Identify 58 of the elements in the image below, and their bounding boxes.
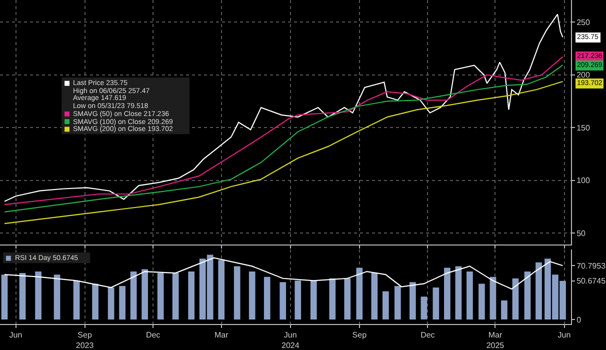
x-tick-label: Sep 2023 <box>76 330 94 350</box>
bar <box>234 266 240 320</box>
bar <box>119 286 126 320</box>
y-tick-label: 50 <box>576 228 586 238</box>
y-tick-label: 100 <box>576 176 590 186</box>
bar <box>157 273 164 320</box>
line-series <box>4 257 564 290</box>
bar <box>35 272 42 320</box>
bar <box>294 280 302 320</box>
y-tick-label: 0 <box>576 315 582 324</box>
bar <box>172 273 179 320</box>
y-tick-label: 150 <box>576 123 590 132</box>
y-tick-label: 70.7953 <box>576 261 606 270</box>
bar <box>478 284 485 320</box>
bar <box>382 291 389 320</box>
x-tick-label: Jun <box>9 330 22 340</box>
bar <box>356 268 363 320</box>
bar <box>512 278 519 320</box>
bar <box>329 278 336 320</box>
bar <box>130 272 137 320</box>
bar <box>466 272 473 320</box>
bar <box>536 262 542 320</box>
x-tick-label: Mar 2025 <box>486 330 505 350</box>
bar <box>188 272 194 320</box>
bar <box>54 274 60 320</box>
bar <box>1 274 8 320</box>
x-tick-label: Sep <box>352 330 368 340</box>
x-tick-label: Jun 2024 <box>281 330 300 350</box>
bar <box>501 300 508 320</box>
bar <box>410 282 416 320</box>
bar <box>73 280 80 320</box>
bar <box>344 278 351 320</box>
bar <box>218 260 225 320</box>
y-tick-label: 250 <box>576 18 590 27</box>
bar <box>92 284 98 320</box>
bar <box>490 276 496 320</box>
x-tick-label: Jun <box>558 330 571 340</box>
x-tick-label: Dec <box>146 330 160 340</box>
bar <box>524 272 531 320</box>
bar <box>19 273 26 320</box>
bar <box>394 286 401 320</box>
line-series <box>4 80 564 224</box>
bar <box>142 269 148 320</box>
bar <box>371 273 378 320</box>
y-tick-label: 50.6745 <box>576 276 606 286</box>
x-tick-label: Mar <box>214 330 229 340</box>
y-tick-label: 200 <box>576 70 590 80</box>
bar <box>248 272 256 320</box>
bar <box>108 288 114 320</box>
bar <box>455 266 462 320</box>
x-tick-label: Dec <box>420 330 435 340</box>
bar <box>444 268 450 320</box>
bar <box>310 280 317 320</box>
bar <box>280 282 286 320</box>
line-series <box>4 14 564 202</box>
bar <box>264 276 270 320</box>
bar <box>432 288 440 320</box>
bar <box>420 296 428 320</box>
